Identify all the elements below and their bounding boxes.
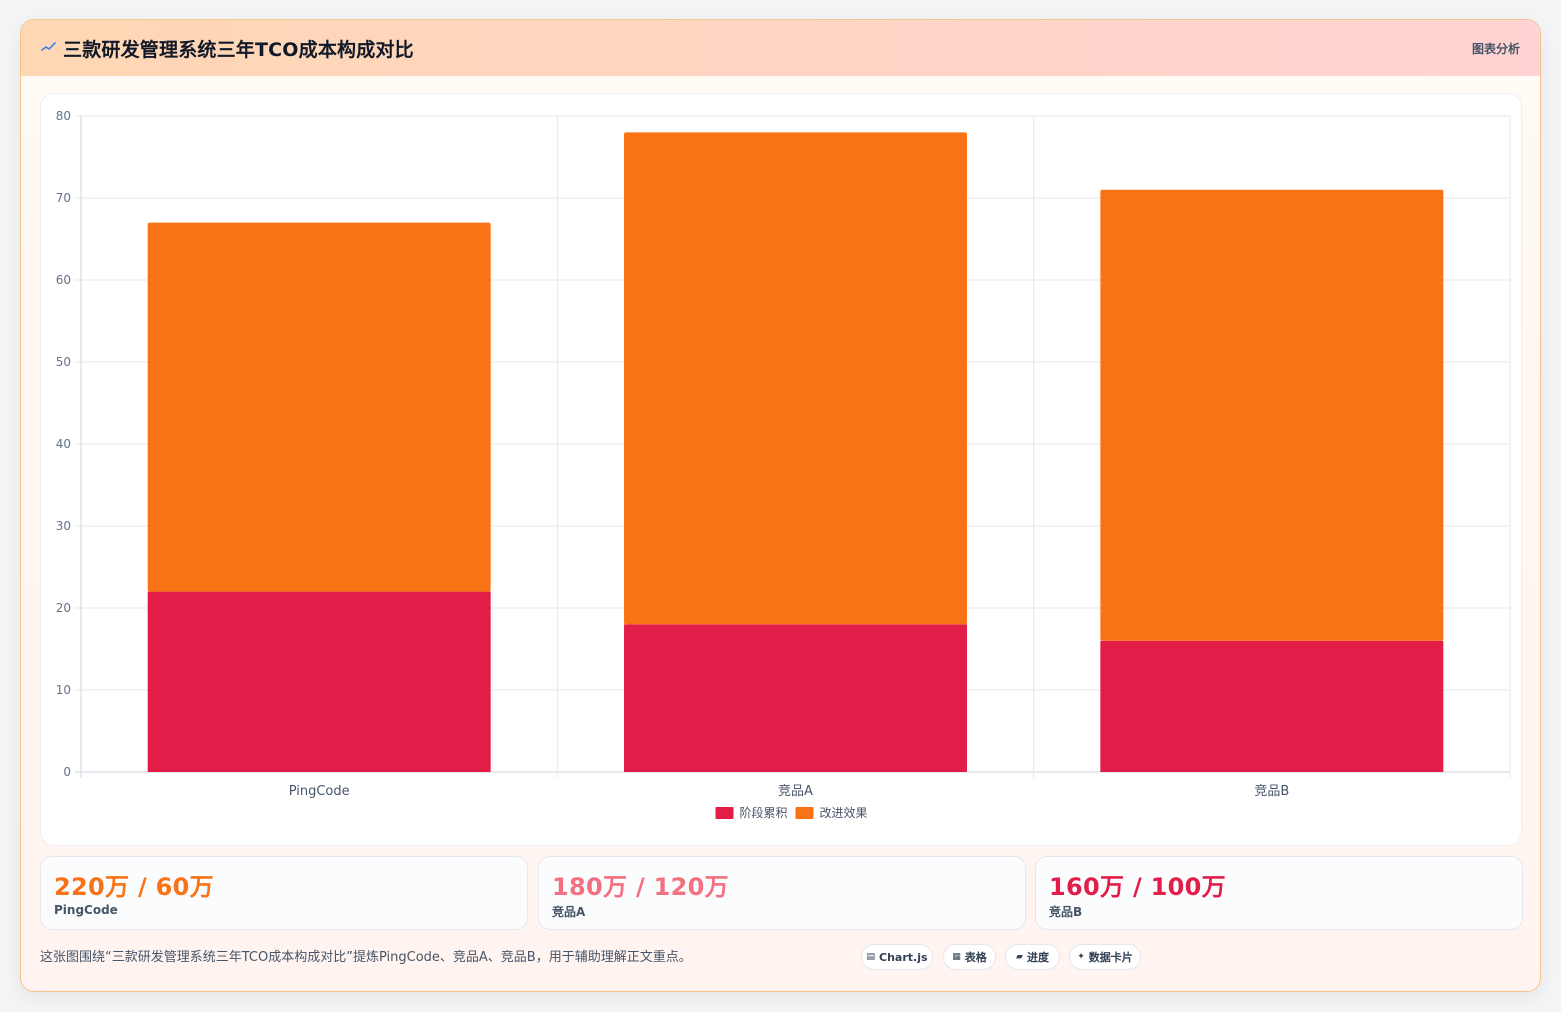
- stat-value: 220万 / 60万: [54, 873, 214, 901]
- progress-icon: ▰: [1016, 952, 1023, 962]
- stat-card-competitor-a: 180万 / 120万 竞品A: [538, 856, 1026, 930]
- stat-label: PingCode: [54, 903, 118, 917]
- y-tick-label: 20: [56, 601, 71, 615]
- bar-improvement-2: [1100, 189, 1444, 641]
- y-tick-label: 60: [56, 273, 71, 287]
- stat-value: 180万 / 120万: [552, 873, 729, 901]
- chart-title: 三款研发管理系统三年TCO成本构成对比: [63, 39, 414, 61]
- chip-progress[interactable]: ▰ 进度: [1005, 944, 1060, 970]
- chart-icon: ▤: [866, 952, 875, 962]
- x-tick-label: 竞品A: [778, 783, 813, 799]
- bar-improvement-1: [624, 132, 967, 625]
- chip-label: Chart.js: [879, 950, 928, 964]
- chart-panel: 0 10 20 30 40 50 60 70 80 PingCode 竞品A 竞品B 阶段累积 改进效果: [40, 93, 1522, 846]
- sparkline-icon: [41, 42, 56, 51]
- legend-swatch: [715, 807, 734, 819]
- y-tick-label: 70: [56, 191, 71, 205]
- chart-analysis-tag: 图表分析: [1471, 42, 1520, 56]
- bar-stage-accum-2: [1100, 640, 1444, 772]
- chip-table[interactable]: ▦ 表格: [943, 944, 996, 970]
- bar-stage-accum-1: [624, 624, 967, 772]
- x-tick-label: PingCode: [289, 784, 350, 799]
- chip-label: 进度: [1026, 951, 1049, 964]
- stat-label: 竞品A: [552, 905, 586, 919]
- stat-value: 160万 / 100万: [1049, 873, 1226, 901]
- stat-label: 竞品B: [1049, 905, 1083, 919]
- chip-label: 数据卡片: [1088, 951, 1133, 964]
- chip-data-card[interactable]: ✦ 数据卡片: [1069, 944, 1141, 970]
- stat-card-pingcode: 220万 / 60万 PingCode: [40, 856, 528, 930]
- bar-stage-accum-0: [147, 591, 491, 772]
- bar-improvement-0: [147, 222, 491, 592]
- legend-swatch: [795, 807, 814, 819]
- y-tick-label: 0: [63, 765, 71, 779]
- y-tick-label: 50: [56, 355, 71, 369]
- y-tick-label: 40: [56, 437, 71, 451]
- legend-label: 阶段累积: [740, 805, 788, 820]
- chart-caption: 这张图围绕“三款研发管理系统三年TCO成本构成对比”提炼PingCode、竞品A…: [40, 950, 692, 965]
- chart-card: 三款研发管理系统三年TCO成本构成对比 图表分析 0 10 20 30 40 50 60 70…: [20, 19, 1541, 992]
- sparkle-icon: ✦: [1077, 952, 1085, 962]
- chip-chartjs[interactable]: ▤ Chart.js: [861, 944, 933, 970]
- legend-label: 改进效果: [820, 805, 868, 820]
- x-tick-label: 竞品B: [1254, 783, 1289, 799]
- stacked-bar-chart: 0 10 20 30 40 50 60 70 80 PingCode 竞品A 竞品B 阶段累积 改进效果: [56, 109, 1511, 820]
- card-header: 三款研发管理系统三年TCO成本构成对比 图表分析: [21, 20, 1540, 76]
- chip-label: 表格: [964, 951, 987, 964]
- y-tick-label: 80: [56, 109, 71, 123]
- table-icon: ▦: [952, 952, 961, 962]
- stat-card-competitor-b: 160万 / 100万 竞品B: [1035, 856, 1523, 930]
- y-tick-label: 30: [56, 519, 71, 533]
- y-tick-label: 10: [56, 683, 71, 697]
